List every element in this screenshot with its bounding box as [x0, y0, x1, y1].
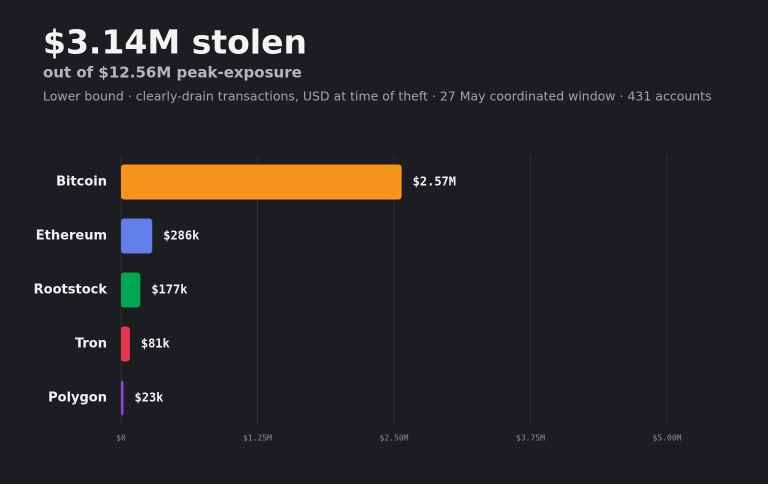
chart-description: Lower bound · clearly-drain transactions…: [43, 89, 712, 104]
value-label: $23k: [135, 391, 165, 405]
value-label: $2.57M: [413, 175, 456, 189]
y-tick-label: Rootstock: [34, 283, 108, 298]
y-tick-label: Bitcoin: [56, 175, 107, 190]
y-tick-label: Ethereum: [36, 229, 107, 244]
bar: [121, 272, 141, 308]
y-tick-label: Tron: [75, 337, 107, 352]
chart-subtitle: out of $12.56M peak-exposure: [43, 64, 302, 82]
value-label: $286k: [163, 229, 200, 243]
bar: [121, 218, 153, 254]
bar: [121, 326, 130, 362]
bar: [121, 164, 402, 200]
chart-title: $3.14M stolen: [43, 23, 307, 62]
x-tick-label: $5.00M: [653, 434, 682, 443]
x-tick-label: $2.50M: [380, 434, 409, 443]
y-tick-label: Polygon: [48, 391, 107, 406]
x-tick-label: $0: [116, 434, 126, 443]
x-tick-label: $1.25M: [243, 434, 272, 443]
bar: [121, 380, 124, 416]
value-label: $177k: [151, 283, 188, 297]
x-tick-label: $3.75M: [516, 434, 545, 443]
value-label: $81k: [141, 337, 171, 351]
